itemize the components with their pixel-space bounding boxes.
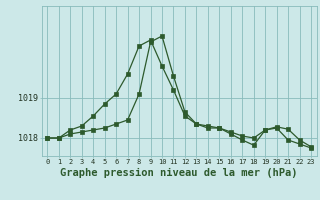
X-axis label: Graphe pression niveau de la mer (hPa): Graphe pression niveau de la mer (hPa) — [60, 168, 298, 178]
